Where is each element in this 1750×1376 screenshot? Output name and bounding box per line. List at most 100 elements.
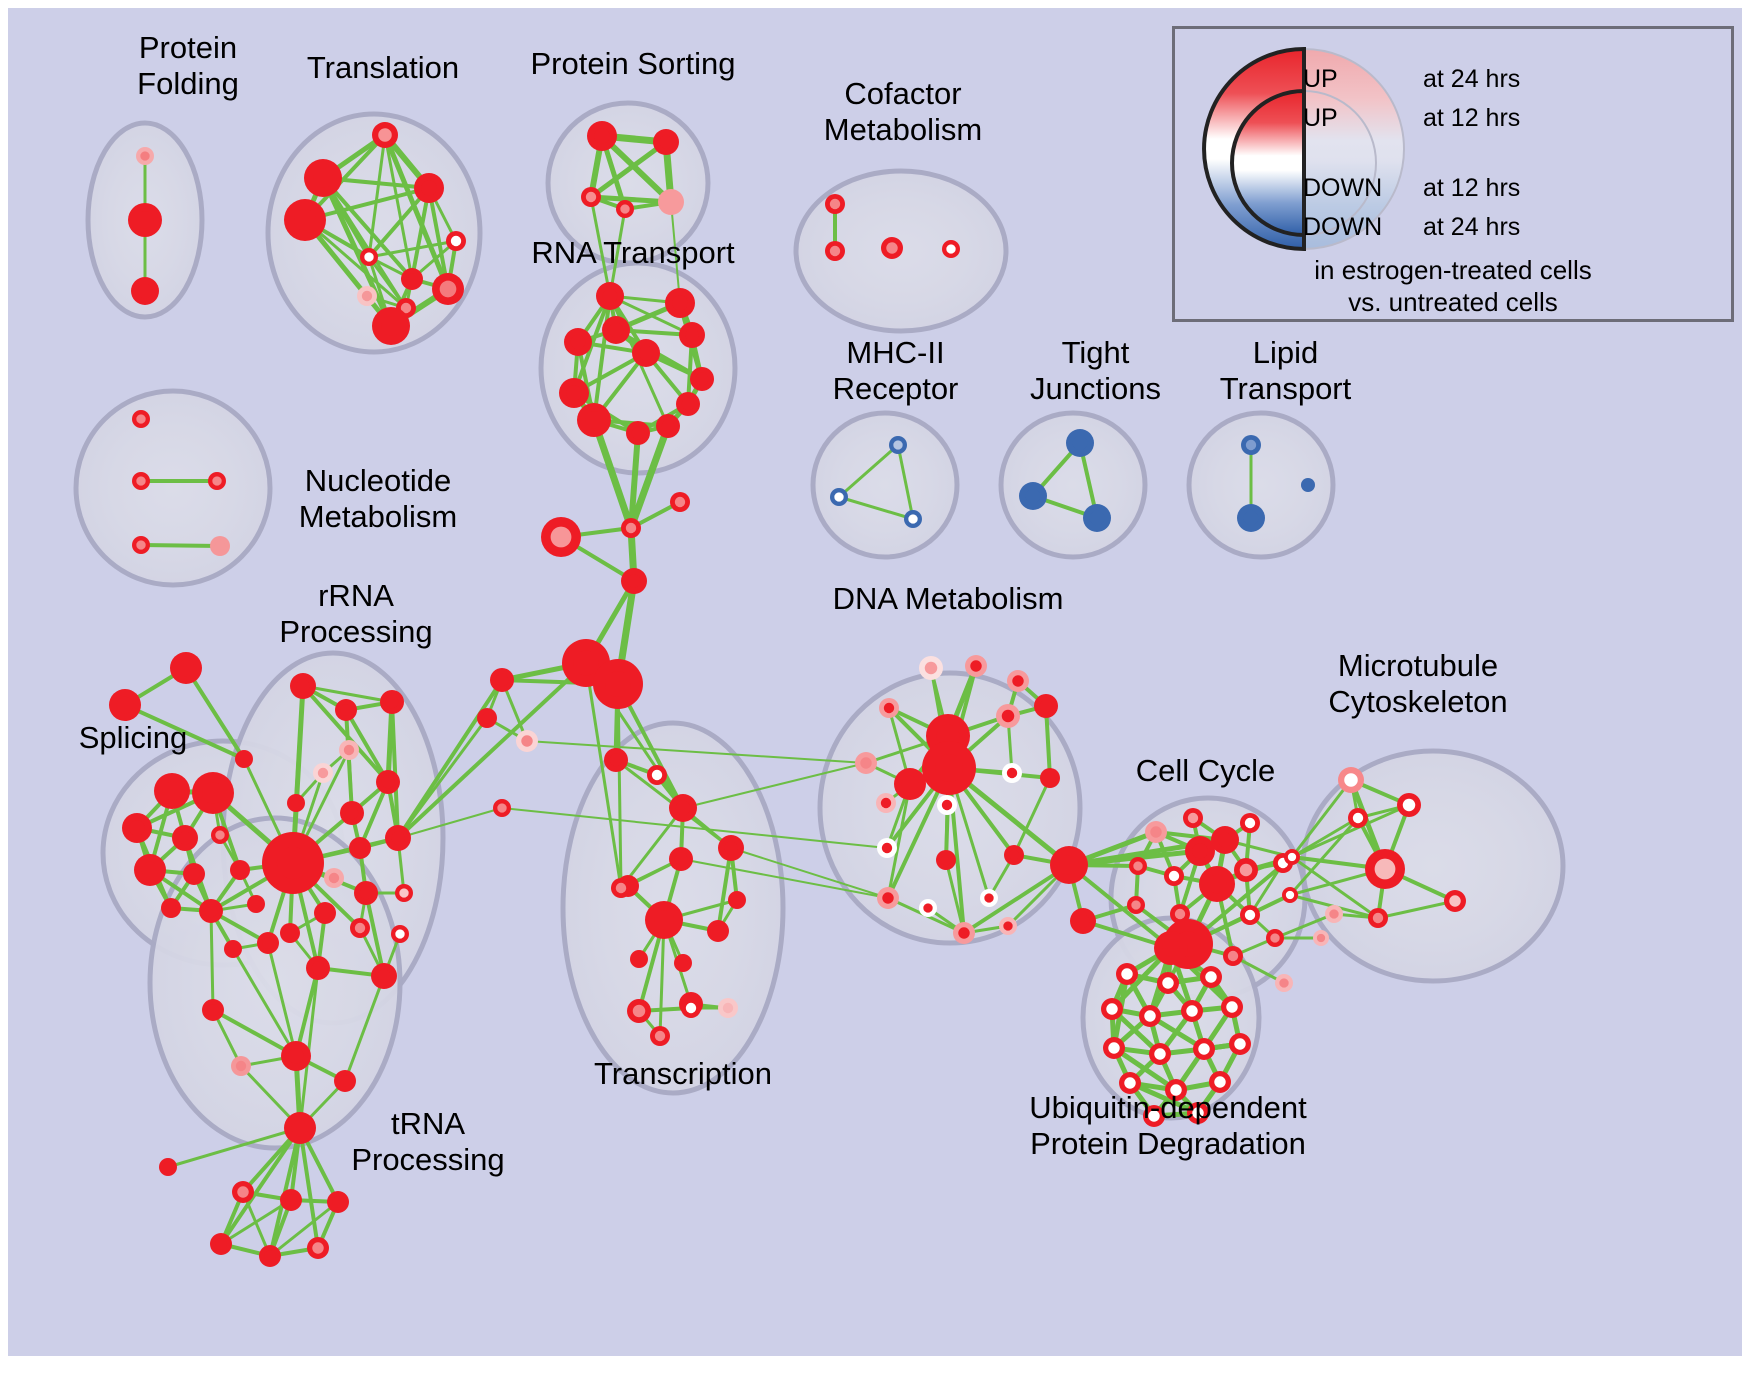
network-node[interactable] bbox=[1165, 1079, 1187, 1101]
network-node[interactable] bbox=[1143, 1105, 1165, 1127]
network-node[interactable] bbox=[1127, 896, 1145, 914]
network-node[interactable] bbox=[1241, 435, 1261, 455]
network-node[interactable] bbox=[280, 923, 300, 943]
network-node[interactable] bbox=[327, 1191, 349, 1213]
network-node[interactable] bbox=[1200, 966, 1222, 988]
network-node[interactable] bbox=[1211, 826, 1239, 854]
network-node[interactable] bbox=[670, 492, 690, 512]
network-node[interactable] bbox=[1129, 857, 1147, 875]
network-node[interactable] bbox=[904, 510, 922, 528]
network-node[interactable] bbox=[307, 1237, 329, 1259]
network-node[interactable] bbox=[707, 920, 729, 942]
network-node[interactable] bbox=[922, 741, 976, 795]
network-node[interactable] bbox=[1083, 504, 1111, 532]
network-node[interactable] bbox=[350, 918, 370, 938]
network-node[interactable] bbox=[1301, 478, 1315, 492]
network-node[interactable] bbox=[674, 954, 692, 972]
network-node[interactable] bbox=[1284, 849, 1300, 865]
network-node[interactable] bbox=[493, 799, 511, 817]
network-node[interactable] bbox=[1348, 808, 1368, 828]
network-node[interactable] bbox=[340, 801, 364, 825]
network-node[interactable] bbox=[1193, 1038, 1215, 1060]
network-node[interactable] bbox=[616, 200, 634, 218]
network-node[interactable] bbox=[604, 748, 628, 772]
network-node[interactable] bbox=[718, 835, 744, 861]
network-node[interactable] bbox=[1070, 908, 1096, 934]
network-node[interactable] bbox=[1313, 930, 1329, 946]
network-node[interactable] bbox=[1183, 808, 1203, 828]
network-node[interactable] bbox=[1234, 858, 1258, 882]
network-node[interactable] bbox=[284, 199, 326, 241]
network-node[interactable] bbox=[1397, 793, 1421, 817]
network-node[interactable] bbox=[1040, 768, 1060, 788]
network-node[interactable] bbox=[577, 403, 611, 437]
network-node[interactable] bbox=[170, 652, 202, 684]
network-node[interactable] bbox=[372, 122, 398, 148]
network-node[interactable] bbox=[669, 847, 693, 871]
network-node[interactable] bbox=[354, 881, 378, 905]
network-node[interactable] bbox=[1229, 1033, 1251, 1055]
network-node[interactable] bbox=[881, 237, 903, 259]
network-node[interactable] bbox=[1338, 767, 1364, 793]
network-node[interactable] bbox=[1019, 482, 1047, 510]
network-node[interactable] bbox=[1181, 1000, 1203, 1022]
network-node[interactable] bbox=[953, 922, 975, 944]
network-node[interactable] bbox=[287, 794, 305, 812]
network-node[interactable] bbox=[647, 765, 667, 785]
network-node[interactable] bbox=[1237, 504, 1265, 532]
network-node[interactable] bbox=[1275, 974, 1293, 992]
network-node[interactable] bbox=[224, 940, 242, 958]
network-node[interactable] bbox=[1103, 1037, 1125, 1059]
network-node[interactable] bbox=[235, 750, 253, 768]
network-node[interactable] bbox=[965, 655, 987, 677]
network-node[interactable] bbox=[621, 568, 647, 594]
network-node[interactable] bbox=[1325, 905, 1343, 923]
network-node[interactable] bbox=[324, 868, 344, 888]
network-node[interactable] bbox=[602, 316, 630, 344]
network-node[interactable] bbox=[380, 690, 404, 714]
network-node[interactable] bbox=[357, 286, 377, 306]
network-node[interactable] bbox=[314, 902, 336, 924]
network-node[interactable] bbox=[593, 659, 643, 709]
network-node[interactable] bbox=[516, 730, 538, 752]
network-node[interactable] bbox=[656, 414, 680, 438]
network-node[interactable] bbox=[122, 813, 152, 843]
network-node[interactable] bbox=[1145, 821, 1167, 843]
network-node[interactable] bbox=[376, 770, 400, 794]
network-node[interactable] bbox=[210, 536, 230, 556]
network-node[interactable] bbox=[208, 472, 226, 490]
network-node[interactable] bbox=[1199, 866, 1235, 902]
network-node[interactable] bbox=[211, 826, 229, 844]
network-node[interactable] bbox=[1157, 972, 1179, 994]
network-node[interactable] bbox=[665, 288, 695, 318]
network-node[interactable] bbox=[621, 518, 641, 538]
network-node[interactable] bbox=[559, 378, 589, 408]
network-node[interactable] bbox=[131, 277, 159, 305]
network-node[interactable] bbox=[210, 1233, 232, 1255]
network-node[interactable] bbox=[1066, 429, 1094, 457]
network-node[interactable] bbox=[1170, 904, 1190, 924]
network-node[interactable] bbox=[199, 899, 223, 923]
network-node[interactable] bbox=[1368, 908, 1388, 928]
network-node[interactable] bbox=[1149, 1043, 1171, 1065]
network-node[interactable] bbox=[1365, 849, 1405, 889]
network-node[interactable] bbox=[1034, 694, 1058, 718]
network-node[interactable] bbox=[372, 307, 410, 345]
network-node[interactable] bbox=[136, 147, 154, 165]
network-node[interactable] bbox=[541, 517, 581, 557]
network-node[interactable] bbox=[192, 772, 234, 814]
network-node[interactable] bbox=[391, 925, 409, 943]
network-node[interactable] bbox=[1266, 929, 1284, 947]
network-node[interactable] bbox=[889, 436, 907, 454]
network-node[interactable] bbox=[281, 1041, 311, 1071]
network-node[interactable] bbox=[645, 901, 683, 939]
network-node[interactable] bbox=[876, 793, 896, 813]
network-node[interactable] bbox=[477, 708, 497, 728]
network-node[interactable] bbox=[980, 889, 998, 907]
network-node[interactable] bbox=[306, 956, 330, 980]
network-node[interactable] bbox=[718, 998, 738, 1018]
network-node[interactable] bbox=[937, 795, 957, 815]
network-node[interactable] bbox=[132, 536, 150, 554]
network-node[interactable] bbox=[825, 241, 845, 261]
network-node[interactable] bbox=[231, 1056, 251, 1076]
